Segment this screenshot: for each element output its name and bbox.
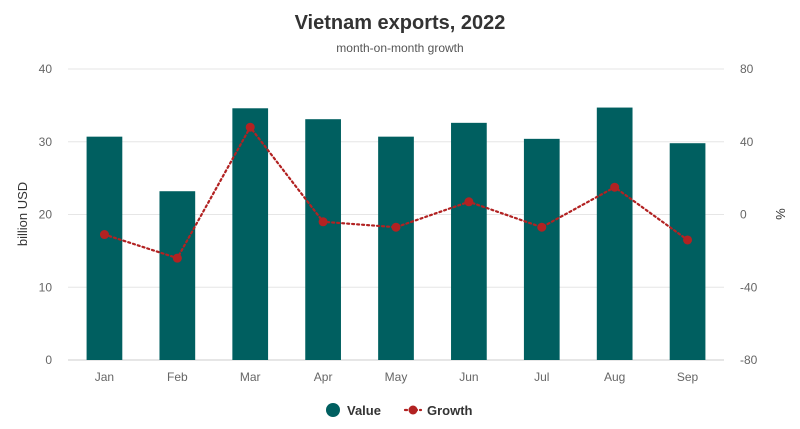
growth-point — [464, 197, 474, 207]
legend-label-value: Value — [347, 403, 381, 418]
y-left-tick-label: 30 — [39, 135, 53, 149]
y-axis-right-title: % — [773, 208, 788, 220]
x-tick-label: May — [385, 370, 408, 384]
y-left-tick-label: 0 — [45, 353, 52, 367]
x-tick-label: Aug — [604, 370, 625, 384]
growth-point — [683, 235, 693, 245]
growth-point — [318, 217, 328, 227]
bar — [305, 119, 341, 360]
y-right-tick-label: -80 — [740, 353, 758, 367]
bar — [596, 107, 633, 361]
growth-point — [172, 253, 182, 263]
x-tick-label: Jun — [459, 370, 478, 384]
bar — [159, 191, 196, 360]
y-right-tick-label: 80 — [740, 62, 754, 76]
y-right-tick-label: -40 — [740, 280, 758, 294]
bar — [451, 122, 487, 361]
x-tick-label: Mar — [240, 370, 261, 384]
bar — [232, 108, 269, 360]
legend: Value Growth — [326, 403, 473, 418]
axes: 0 10 20 30 40 -80 -40 0 40 80 Jan Feb Mar Apr May Jun Ju… — [39, 62, 758, 384]
growth-point — [99, 230, 109, 240]
line-series — [99, 122, 693, 263]
bar — [378, 136, 414, 360]
y-left-tick-label: 10 — [39, 280, 53, 294]
chart-subtitle: month-on-month growth — [336, 41, 463, 55]
growth-point — [245, 122, 255, 132]
y-left-tick-label: 40 — [39, 62, 53, 76]
y-right-tick-label: 0 — [740, 208, 747, 222]
x-tick-label: Jan — [95, 370, 114, 384]
growth-point — [391, 222, 401, 232]
legend-marker-value — [326, 403, 340, 417]
x-tick-label: Sep — [677, 370, 699, 384]
x-tick-label: Apr — [314, 370, 333, 384]
bar — [523, 138, 560, 360]
bar — [669, 143, 706, 360]
legend-marker-growth — [408, 405, 418, 415]
chart-title: Vietnam exports, 2022 — [295, 12, 506, 34]
y-axis-left-title: billion USD — [15, 182, 30, 246]
bar — [86, 136, 123, 360]
legend-label-growth: Growth — [427, 403, 473, 418]
x-tick-label: Feb — [167, 370, 188, 384]
x-tick-label: Jul — [534, 370, 549, 384]
growth-point — [610, 182, 620, 192]
y-left-tick-label: 20 — [39, 208, 53, 222]
y-right-tick-label: 40 — [740, 135, 754, 149]
growth-point — [537, 222, 547, 232]
bar-series — [86, 107, 706, 361]
